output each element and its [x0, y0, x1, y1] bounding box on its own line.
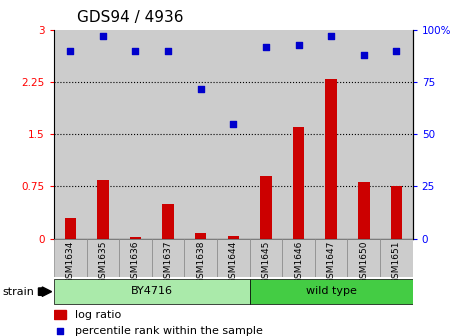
Point: [67, 48, 74, 54]
Point: [197, 86, 204, 91]
Point: [99, 34, 106, 39]
Point: [229, 121, 237, 127]
Text: GSM1635: GSM1635: [98, 241, 107, 284]
Bar: [282, 30, 315, 239]
Bar: [250, 279, 413, 304]
Text: GSM1646: GSM1646: [294, 241, 303, 284]
Text: GSM1650: GSM1650: [359, 241, 368, 284]
Bar: [184, 30, 217, 239]
Bar: [315, 30, 348, 239]
Text: GSM1637: GSM1637: [164, 241, 173, 284]
Text: GSM1645: GSM1645: [261, 241, 271, 284]
Text: GSM1644: GSM1644: [229, 241, 238, 284]
Bar: [227, 236, 239, 239]
Point: [262, 44, 270, 50]
Bar: [380, 239, 413, 277]
Bar: [348, 30, 380, 239]
Point: [295, 42, 303, 47]
Text: GSM1636: GSM1636: [131, 241, 140, 284]
Bar: [87, 239, 119, 277]
Text: wild type: wild type: [306, 287, 356, 296]
Point: [393, 48, 400, 54]
Bar: [97, 179, 108, 239]
Bar: [380, 30, 413, 239]
Bar: [217, 239, 250, 277]
Bar: [260, 176, 272, 239]
Bar: [54, 239, 87, 277]
Text: percentile rank within the sample: percentile rank within the sample: [76, 326, 263, 336]
Text: GSM1638: GSM1638: [196, 241, 205, 284]
Point: [132, 48, 139, 54]
Text: BY4716: BY4716: [131, 287, 173, 296]
Bar: [358, 182, 370, 239]
Bar: [119, 30, 152, 239]
Text: GSM1651: GSM1651: [392, 241, 401, 284]
Bar: [54, 30, 87, 239]
Bar: [391, 186, 402, 239]
Text: GSM1647: GSM1647: [327, 241, 336, 284]
Text: GDS94 / 4936: GDS94 / 4936: [77, 10, 184, 25]
Point: [56, 328, 64, 333]
Bar: [119, 239, 152, 277]
Text: log ratio: log ratio: [76, 310, 122, 320]
Bar: [54, 279, 250, 304]
Text: strain: strain: [2, 287, 34, 297]
Bar: [250, 30, 282, 239]
Bar: [184, 239, 217, 277]
Bar: [87, 30, 119, 239]
Bar: [195, 233, 206, 239]
Bar: [348, 239, 380, 277]
Bar: [152, 239, 184, 277]
Bar: [54, 310, 67, 319]
Bar: [325, 79, 337, 239]
Bar: [130, 237, 141, 239]
Bar: [65, 218, 76, 239]
Bar: [293, 127, 304, 239]
Bar: [152, 30, 184, 239]
Point: [164, 48, 172, 54]
Bar: [315, 239, 348, 277]
Bar: [162, 204, 174, 239]
Text: GSM1634: GSM1634: [66, 241, 75, 284]
Point: [327, 34, 335, 39]
Bar: [250, 239, 282, 277]
Bar: [217, 30, 250, 239]
Bar: [282, 239, 315, 277]
Point: [360, 52, 368, 58]
